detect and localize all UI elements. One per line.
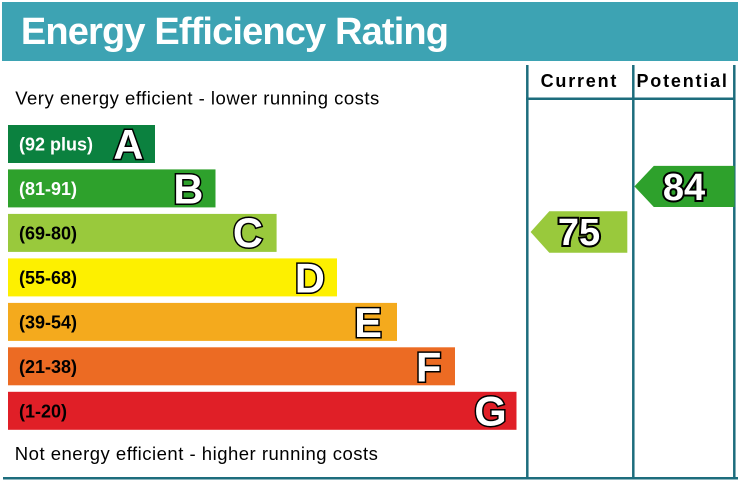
svg-text:Very energy efficient - lower: Very energy efficient - lower running co… [15,88,380,109]
svg-text:B: B [173,165,203,212]
svg-text:G: G [474,388,506,435]
svg-text:(55-68): (55-68) [19,268,77,288]
svg-text:Potential: Potential [636,71,728,91]
svg-text:84: 84 [663,167,705,209]
svg-text:(1-20): (1-20) [19,401,67,421]
svg-text:(21-38): (21-38) [19,357,77,377]
svg-text:Energy Efficiency Rating: Energy Efficiency Rating [21,11,448,53]
svg-text:(92 plus): (92 plus) [19,135,93,155]
svg-text:75: 75 [558,212,600,254]
svg-text:C: C [233,209,263,256]
svg-text:(39-54): (39-54) [19,312,77,332]
svg-text:E: E [354,299,382,346]
svg-text:Current: Current [541,71,619,91]
svg-text:A: A [113,121,143,168]
svg-text:(69-80): (69-80) [19,223,77,243]
svg-text:F: F [416,344,441,391]
svg-text:(81-91): (81-91) [19,179,77,199]
svg-text:D: D [295,254,325,301]
svg-text:Not energy efficient - higher: Not energy efficient - higher running co… [15,443,379,464]
